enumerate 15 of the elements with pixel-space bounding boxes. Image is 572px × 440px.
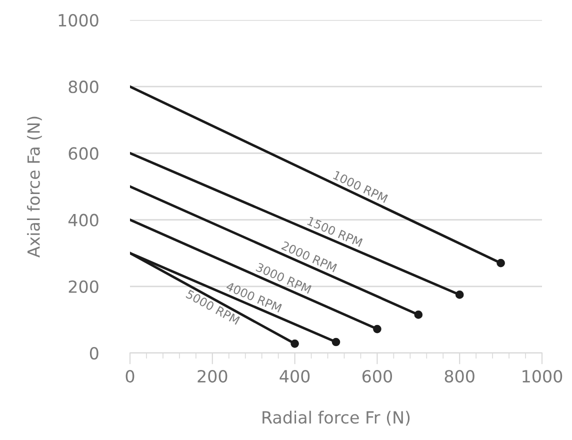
x-tick-label: 1000 — [522, 370, 562, 383]
y-tick-label: 800 — [68, 80, 98, 94]
y-tick-label: 200 — [68, 280, 98, 293]
y-tick-label: 400 — [68, 214, 98, 226]
x-tick-label: 200 — [198, 370, 228, 383]
y-axis-title: Axial force Fa (N) — [27, 116, 42, 258]
y-tick-label: 0 — [90, 346, 98, 360]
x-axis-title: Radial force Fr (N) — [262, 410, 410, 426]
text: 1000 RPM — [332, 170, 388, 204]
x-tick-label: 0 — [126, 370, 134, 383]
y-tick-label: 600 — [68, 147, 98, 160]
x-tick-label: 800 — [444, 370, 474, 383]
y-tick-label: 1000 — [58, 14, 98, 27]
x-tick-label: 400 — [280, 370, 310, 383]
x-tick-label: 600 — [362, 370, 392, 383]
